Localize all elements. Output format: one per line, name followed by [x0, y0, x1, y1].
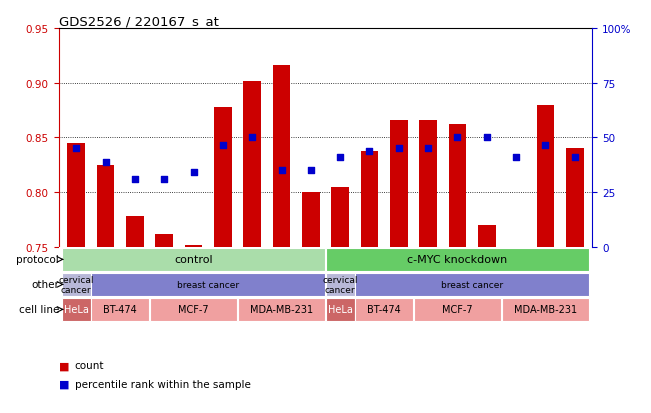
Point: [247, 135, 257, 141]
Text: GSM136084: GSM136084: [453, 251, 462, 302]
Text: GSM136097: GSM136097: [101, 251, 110, 302]
Point: [159, 176, 169, 183]
Point: [217, 142, 228, 149]
Bar: [97, 165, 115, 247]
Text: GSM136089: GSM136089: [277, 251, 286, 302]
Text: control: control: [174, 255, 213, 265]
Text: c-MYC knockdown: c-MYC knockdown: [408, 255, 508, 265]
Text: cell line: cell line: [19, 305, 59, 315]
Text: GSM136080: GSM136080: [395, 251, 404, 302]
Point: [511, 154, 521, 161]
Text: GSM136098: GSM136098: [365, 251, 374, 302]
Point: [130, 176, 140, 183]
Bar: [243, 81, 261, 247]
Point: [188, 170, 199, 176]
Bar: [185, 245, 202, 247]
Text: GSM136095: GSM136095: [72, 251, 81, 302]
Text: GSM136086: GSM136086: [482, 251, 492, 302]
Bar: [91, 298, 149, 321]
Text: GDS2526 / 220167_s_at: GDS2526 / 220167_s_at: [59, 15, 219, 28]
Bar: [326, 273, 355, 296]
Text: GSM136087: GSM136087: [247, 251, 256, 302]
Point: [452, 135, 463, 141]
Bar: [478, 225, 495, 247]
Bar: [355, 298, 413, 321]
Point: [540, 142, 551, 149]
Bar: [331, 187, 349, 247]
Point: [71, 146, 81, 152]
Text: GSM136083: GSM136083: [189, 251, 198, 302]
Point: [394, 146, 404, 152]
Bar: [414, 298, 501, 321]
Bar: [449, 125, 466, 247]
Text: BT-474: BT-474: [367, 305, 401, 315]
Bar: [302, 193, 320, 247]
Text: GSM136079: GSM136079: [130, 251, 139, 302]
Text: MCF-7: MCF-7: [178, 305, 209, 315]
Text: GSM136085: GSM136085: [218, 251, 227, 302]
Text: ■: ■: [59, 361, 69, 370]
Bar: [355, 273, 589, 296]
Point: [570, 154, 580, 161]
Point: [335, 154, 346, 161]
Bar: [238, 298, 326, 321]
Bar: [419, 121, 437, 247]
Bar: [62, 273, 90, 296]
Bar: [566, 149, 583, 247]
Text: cervical
cancer: cervical cancer: [322, 275, 358, 294]
Text: GSM136091: GSM136091: [307, 251, 315, 302]
Bar: [326, 298, 355, 321]
Bar: [68, 144, 85, 247]
Text: HeLa: HeLa: [64, 305, 89, 315]
Text: HeLa: HeLa: [327, 305, 353, 315]
Text: GSM136090: GSM136090: [541, 251, 550, 302]
Text: count: count: [75, 361, 104, 370]
Text: percentile rank within the sample: percentile rank within the sample: [75, 379, 251, 389]
Text: ■: ■: [59, 379, 69, 389]
Bar: [273, 66, 290, 247]
Point: [276, 168, 286, 174]
Bar: [502, 298, 589, 321]
Bar: [390, 121, 408, 247]
Text: protocol: protocol: [16, 255, 59, 265]
Text: BT-474: BT-474: [104, 305, 137, 315]
Point: [423, 146, 434, 152]
Text: cervical
cancer: cervical cancer: [59, 275, 94, 294]
Text: breast cancer: breast cancer: [441, 280, 503, 289]
Text: GSM136081: GSM136081: [159, 251, 169, 302]
Bar: [536, 105, 554, 247]
Bar: [150, 298, 237, 321]
Text: breast cancer: breast cancer: [177, 280, 239, 289]
Bar: [326, 248, 589, 271]
Text: GSM136082: GSM136082: [424, 251, 433, 302]
Bar: [361, 151, 378, 247]
Bar: [126, 217, 144, 247]
Point: [482, 135, 492, 141]
Point: [305, 168, 316, 174]
Text: MCF-7: MCF-7: [442, 305, 473, 315]
Bar: [214, 107, 232, 247]
Bar: [62, 298, 90, 321]
Point: [365, 148, 375, 154]
Bar: [91, 273, 326, 296]
Bar: [156, 234, 173, 247]
Point: [100, 159, 111, 166]
Bar: [62, 248, 326, 271]
Text: MDA-MB-231: MDA-MB-231: [514, 305, 577, 315]
Text: GSM136092: GSM136092: [570, 251, 579, 302]
Text: GSM136088: GSM136088: [512, 251, 521, 302]
Text: MDA-MB-231: MDA-MB-231: [250, 305, 313, 315]
Text: GSM136096: GSM136096: [336, 251, 344, 302]
Text: other: other: [31, 280, 59, 290]
